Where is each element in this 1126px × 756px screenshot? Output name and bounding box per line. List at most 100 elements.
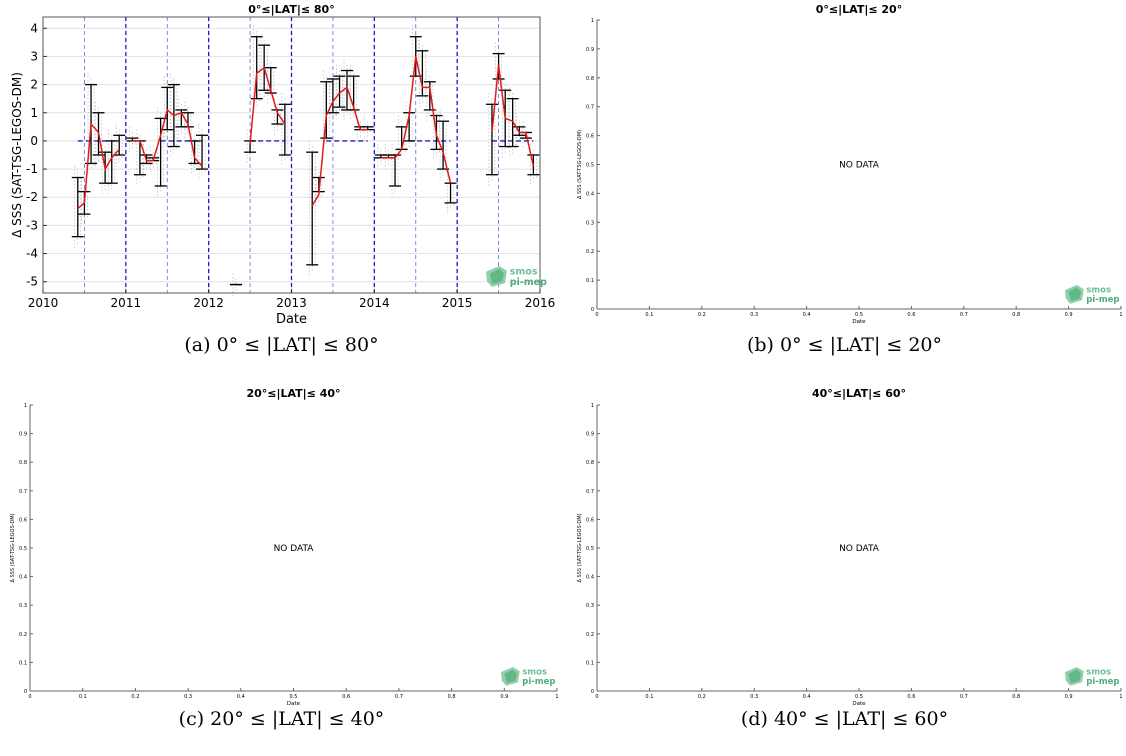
x-tick-label: 2012 (193, 296, 224, 310)
logo-mark-inner-icon (489, 268, 505, 285)
x-tick-label: 0.7 (960, 694, 968, 700)
chart-lat-0-20: 0°≤|LAT|≤ 20° 0 0.1 0.2 0.3 0.4 0.5 0.6 0.7 0.8 0.… (577, 3, 1123, 325)
y-tick-label: 0.5 (586, 163, 594, 169)
logo-text-smos: smos (510, 267, 538, 278)
panel-a: 0°≤|LAT|≤ 80° -5 -4 -3 -2 -1 0 1 2 3 4 2010 2011 2012… (0, 0, 563, 378)
x-tick-label: 0.8 (448, 694, 456, 700)
x-tick-label: 0.1 (645, 694, 653, 700)
chart-lat-20-40: 20°≤|LAT|≤ 40° 0 0.1 0.2 0.3 0.4 0.5 0.6 0.7 0.8 0… (10, 387, 559, 707)
y-tick-label: 0.3 (586, 603, 594, 609)
logo-text-pimep: pi-mep (1086, 677, 1119, 687)
x-tick-label: 0.3 (184, 694, 192, 700)
y-tick-label: 2 (30, 78, 38, 92)
logo-mark-inner-icon (504, 669, 518, 684)
no-data-label: NO DATA (839, 544, 880, 554)
logo-text-pimep: pi-mep (510, 277, 547, 288)
x-tick-label: 0.7 (395, 694, 403, 700)
y-tick-label: 0.9 (19, 432, 27, 438)
x-tick-label: 2015 (442, 296, 473, 310)
x-tick-label: 0.6 (342, 694, 350, 700)
chart-title: 40°≤|LAT|≤ 60° (812, 387, 906, 400)
y-tick-label: 0.3 (586, 220, 594, 226)
x-tick-label: 0.8 (1012, 694, 1020, 700)
y-tick-label: 0.6 (586, 517, 594, 523)
y-tick-label: 0.5 (19, 546, 27, 552)
x-tick-label: 2016 (525, 296, 556, 310)
chart-title: 20°≤|LAT|≤ 40° (246, 387, 340, 400)
logo-text-smos: smos (522, 668, 547, 678)
logo-text-smos: smos (1086, 668, 1111, 678)
y-tick-label: 0.6 (586, 134, 594, 140)
logo-mark-inner-icon (1068, 287, 1082, 302)
x-tick-label: 1 (1119, 312, 1122, 318)
x-tick-label: 2013 (276, 296, 307, 310)
x-tick-label: 0.2 (698, 312, 706, 318)
y-tick-label: 0.4 (19, 575, 27, 581)
x-tick-label: 0.4 (803, 694, 811, 700)
y-tick-label: 0.7 (586, 105, 594, 111)
y-tick-label: 0.2 (19, 632, 27, 638)
y-tick-label: 0.2 (586, 632, 594, 638)
x-tick-label: 0.9 (1065, 312, 1073, 318)
caption-d: (d) 40° ≤ |LAT| ≤ 60° (740, 708, 949, 730)
y-tick-label: 0.9 (586, 432, 594, 438)
y-axis-label: Δ SSS (SAT-TSG-LEGOS-DM) (10, 513, 16, 582)
y-tick-label: 0.7 (19, 489, 27, 495)
panel-d: 40°≤|LAT|≤ 60° 0 0.1 0.2 0.3 0.4 0.5 0.6 0.7 0.8 0… (563, 378, 1126, 756)
x-tick-label: 0.1 (645, 312, 653, 318)
chart-lat-40-60: 40°≤|LAT|≤ 60° 0 0.1 0.2 0.3 0.4 0.5 0.6 0.7 0.8 0… (577, 387, 1123, 707)
chart-title: 0°≤|LAT|≤ 80° (248, 3, 334, 16)
y-tick-label: -3 (26, 218, 38, 232)
mean-series-line (311, 86, 368, 207)
mean-series-line (77, 122, 120, 210)
y-tick-label: 0 (591, 307, 594, 313)
y-tick-label: 0.9 (586, 47, 594, 53)
y-tick-label: 1 (591, 403, 594, 409)
no-data-label: NO DATA (274, 544, 315, 554)
x-tick-label: 0 (595, 312, 598, 318)
chart-lat-0-80: 0°≤|LAT|≤ 80° -5 -4 -3 -2 -1 0 1 2 3 4 2010 2011 2012… (10, 3, 556, 327)
x-tick-label: 2014 (359, 296, 390, 310)
no-data-label: NO DATA (839, 161, 880, 171)
x-tick-label: 0.5 (290, 694, 298, 700)
y-tick-label: 0 (24, 689, 27, 695)
x-axis-label: Date (852, 701, 866, 707)
x-tick-label: 0.4 (237, 694, 245, 700)
y-tick-label: 0.4 (586, 575, 594, 581)
caption-a: (a) 0° ≤ |LAT| ≤ 80° (184, 334, 379, 356)
y-tick-label: 0.8 (586, 460, 594, 466)
y-axis-label: Δ SSS (SAT-TSG-LEGOS-DM) (577, 130, 583, 199)
y-tick-label: 0.2 (586, 249, 594, 255)
y-tick-label: 0.1 (586, 660, 594, 666)
panel-c: 20°≤|LAT|≤ 40° 0 0.1 0.2 0.3 0.4 0.5 0.6 0.7 0.8 0… (0, 378, 563, 756)
x-tick-label: 0.3 (750, 312, 758, 318)
y-tick-label: 0 (591, 689, 594, 695)
x-tick-label: 0.9 (1065, 694, 1073, 700)
x-tick-label: 0.8 (1012, 312, 1020, 318)
x-tick-label: 0.2 (131, 694, 139, 700)
x-tick-label: 0.5 (855, 694, 863, 700)
mean-series-line (380, 56, 452, 184)
y-axis-label: Δ SSS (SAT-TSG-LEGOS-DM) (10, 72, 24, 238)
x-tick-label: 1 (555, 694, 558, 700)
x-tick-label: 0.5 (855, 312, 863, 318)
x-tick-label: 0.9 (500, 694, 508, 700)
y-tick-label: -5 (26, 275, 38, 289)
y-tick-label: -1 (26, 162, 38, 176)
y-tick-label: 3 (30, 49, 38, 63)
x-tick-label: 0.7 (960, 312, 968, 318)
y-tick-label: 1 (24, 403, 27, 409)
y-axis-label: Δ SSS (SAT-TSG-LEGOS-DM) (577, 513, 583, 582)
x-tick-label: 0.6 (907, 312, 915, 318)
x-tick-label: 0.2 (698, 694, 706, 700)
y-tick-label: 1 (591, 18, 594, 24)
x-tick-label: 0.3 (750, 694, 758, 700)
logo-text-smos: smos (1086, 286, 1111, 296)
logo-mark-inner-icon (1068, 669, 1082, 684)
logo-text-pimep: pi-mep (1086, 295, 1119, 305)
chart-title: 0°≤|LAT|≤ 20° (816, 3, 902, 16)
y-tick-label: -2 (26, 190, 38, 204)
